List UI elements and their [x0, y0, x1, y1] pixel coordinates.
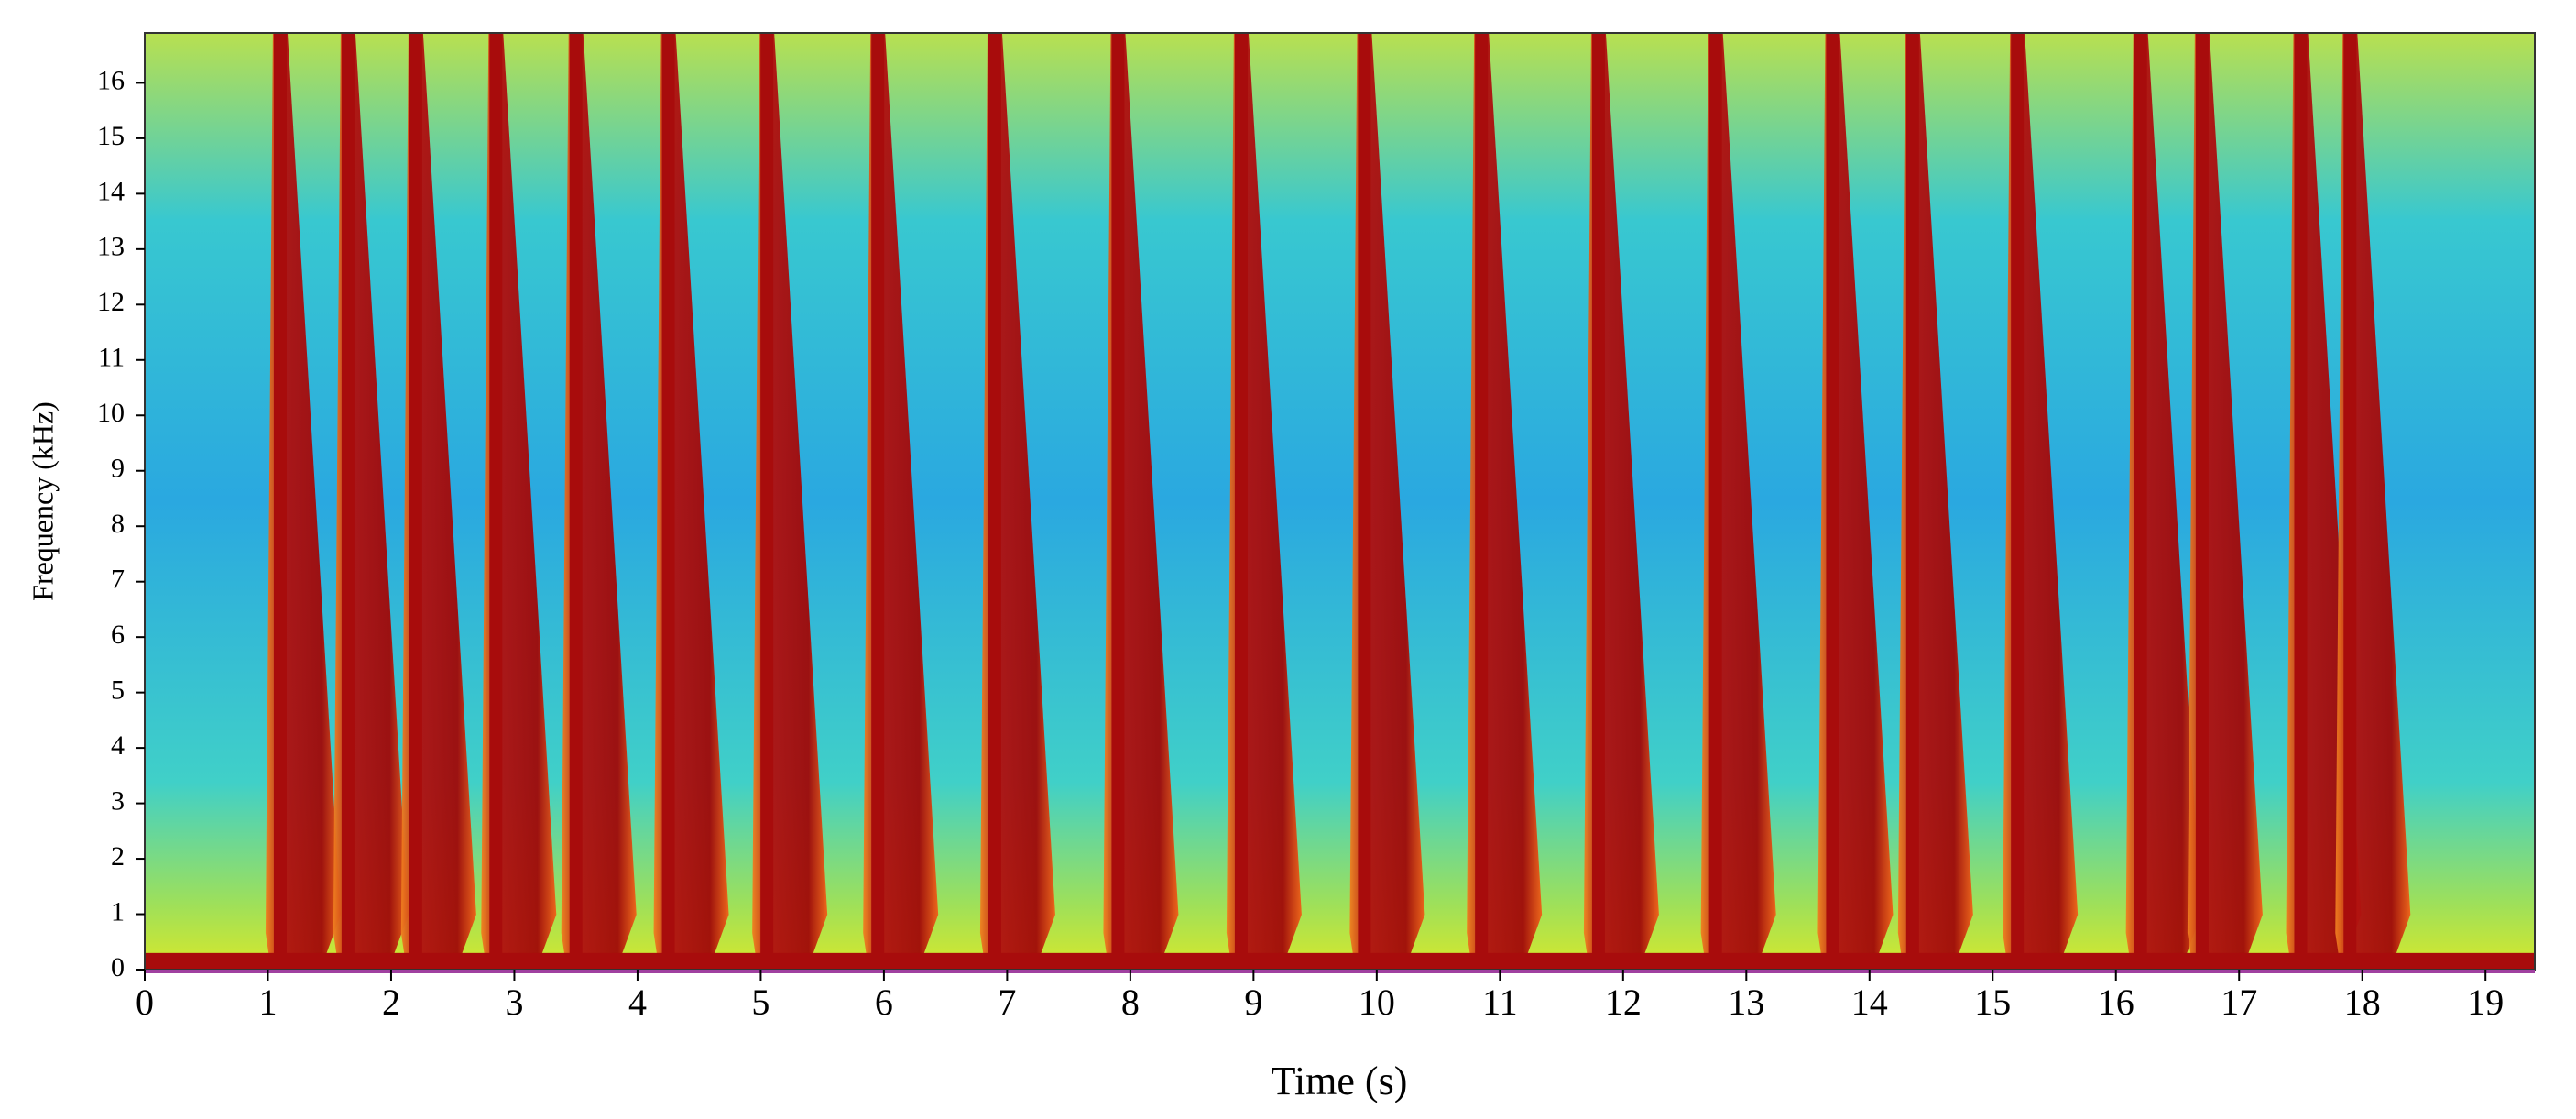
x-tick-label: 3	[505, 982, 523, 1023]
x-axis-label: Time (s)	[1272, 1059, 1408, 1103]
burst-core	[489, 33, 503, 970]
x-tick-label: 12	[1605, 982, 1642, 1023]
y-tick-label: 10	[97, 398, 125, 428]
y-tick-label: 1	[111, 896, 125, 927]
burst-core	[409, 33, 422, 970]
y-tick-label: 6	[111, 620, 125, 650]
burst-core	[661, 33, 675, 970]
burst-core	[1591, 33, 1605, 970]
burst-core	[569, 33, 583, 970]
x-tick-label: 10	[1359, 982, 1395, 1023]
x-tick-label: 7	[998, 982, 1016, 1023]
y-tick-label: 16	[97, 65, 125, 95]
burst-core	[1234, 33, 1248, 970]
burst-core	[2134, 33, 2147, 970]
x-tick-label: 13	[1728, 982, 1764, 1023]
y-tick-label: 0	[111, 952, 125, 982]
x-tick-label: 14	[1851, 982, 1888, 1023]
x-tick-label: 0	[136, 982, 154, 1023]
burst-core	[760, 33, 774, 970]
x-tick-label: 1	[258, 982, 277, 1023]
burst-core	[341, 33, 355, 970]
burst-core	[2011, 33, 2025, 970]
burst-core	[2294, 33, 2308, 970]
low-frequency-band	[145, 952, 2535, 970]
burst-core	[2343, 33, 2357, 970]
x-tick-label: 11	[1482, 982, 1518, 1023]
burst-core	[1475, 33, 1489, 970]
x-tick-label: 16	[2098, 982, 2134, 1023]
y-axis-label: Frequency (kHz)	[26, 401, 59, 601]
burst-core	[871, 33, 885, 970]
x-tick-label: 15	[1974, 982, 2011, 1023]
burst-core	[1905, 33, 1919, 970]
y-tick-label: 9	[111, 454, 125, 484]
x-tick-label: 19	[2467, 982, 2504, 1023]
y-tick-label: 11	[98, 343, 125, 373]
burst-core	[1111, 33, 1125, 970]
x-tick-label: 17	[2221, 982, 2257, 1023]
y-tick-label: 4	[111, 730, 125, 761]
burst-core	[1358, 33, 1371, 970]
burst-core	[1708, 33, 1722, 970]
x-tick-label: 9	[1244, 982, 1262, 1023]
burst-core	[273, 33, 287, 970]
y-tick-label: 8	[111, 509, 125, 539]
x-tick-label: 6	[875, 982, 893, 1023]
burst-core	[988, 33, 1001, 970]
burst-core	[1826, 33, 1839, 970]
burst-core	[2195, 33, 2209, 970]
x-tick-label: 2	[382, 982, 400, 1023]
x-tick-label: 18	[2344, 982, 2381, 1023]
y-tick-label: 3	[111, 785, 125, 816]
y-tick-label: 5	[111, 675, 125, 706]
y-tick-label: 13	[97, 232, 125, 262]
y-tick-label: 7	[111, 565, 125, 595]
x-tick-label: 4	[628, 982, 647, 1023]
x-tick-label: 8	[1121, 982, 1140, 1023]
y-tick-label: 12	[97, 287, 125, 317]
y-tick-label: 15	[97, 121, 125, 151]
y-tick-label: 2	[111, 841, 125, 872]
y-tick-label: 14	[97, 176, 125, 206]
x-tick-label: 5	[751, 982, 770, 1023]
